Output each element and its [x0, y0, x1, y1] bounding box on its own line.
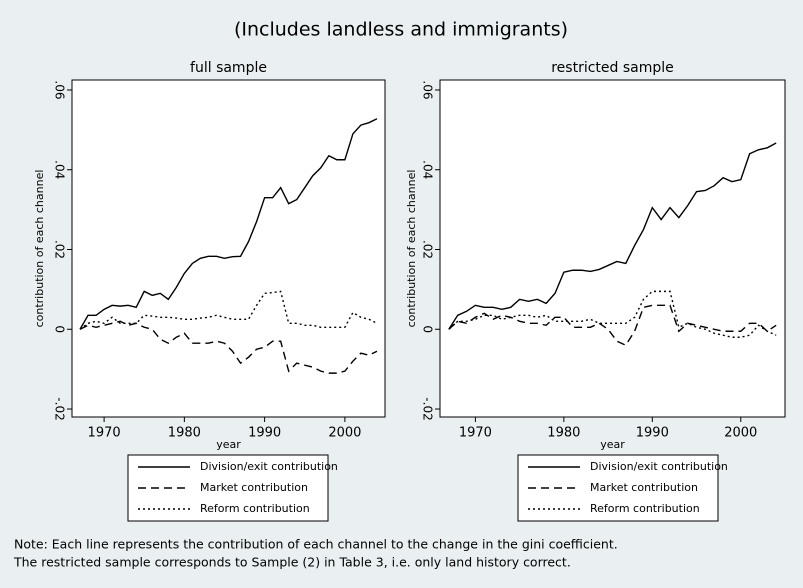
panel-title: restricted sample	[551, 60, 674, 76]
panel-title: full sample	[190, 60, 267, 76]
plot-area	[71, 79, 386, 418]
y-tick-label: .02	[421, 240, 435, 259]
legend-label: Division/exit contribution	[200, 460, 338, 473]
y-tick-label: .02	[53, 240, 67, 259]
y-tick-label: .06	[53, 80, 67, 99]
note-line: Note: Each line represents the contribut…	[14, 537, 618, 552]
legend-label: Division/exit contribution	[590, 460, 728, 473]
legend-box	[517, 454, 719, 522]
series-line	[448, 304, 777, 347]
x-tick-label: 1970	[88, 426, 121, 441]
x-axis-label: year	[600, 438, 625, 451]
x-tick-label: 1970	[459, 426, 492, 441]
y-tick-label: -.02	[53, 397, 67, 420]
legend-label: Reform contribution	[590, 502, 700, 515]
note-line: The restricted sample corresponds to Sam…	[13, 555, 571, 570]
x-axis-label: year	[216, 438, 241, 451]
y-tick-label: .04	[53, 160, 67, 179]
y-tick-label: .06	[421, 80, 435, 99]
figure-title: (Includes landless and immigrants)	[234, 19, 568, 41]
y-tick-label: 0	[53, 325, 67, 333]
series-line	[448, 142, 777, 330]
series-line	[79, 290, 378, 330]
x-tick-label: 1990	[636, 426, 669, 441]
y-axis-label: contribution of each channel	[405, 170, 418, 328]
x-tick-label: 2000	[328, 426, 361, 441]
y-tick-label: -.02	[421, 397, 435, 420]
legend-label: Reform contribution	[200, 502, 310, 515]
x-tick-label: 1990	[248, 426, 281, 441]
plot-area	[439, 79, 786, 418]
x-tick-label: 2000	[724, 426, 757, 441]
y-tick-label: 0	[421, 325, 435, 333]
legend-label: Market contribution	[590, 481, 698, 494]
series-line	[79, 320, 378, 374]
y-tick-label: .04	[421, 160, 435, 179]
x-tick-label: 1980	[168, 426, 201, 441]
legend-box	[127, 454, 329, 522]
legend-label: Market contribution	[200, 481, 308, 494]
series-line	[79, 118, 378, 330]
y-axis-label: contribution of each channel	[33, 170, 46, 328]
x-tick-label: 1980	[547, 426, 580, 441]
